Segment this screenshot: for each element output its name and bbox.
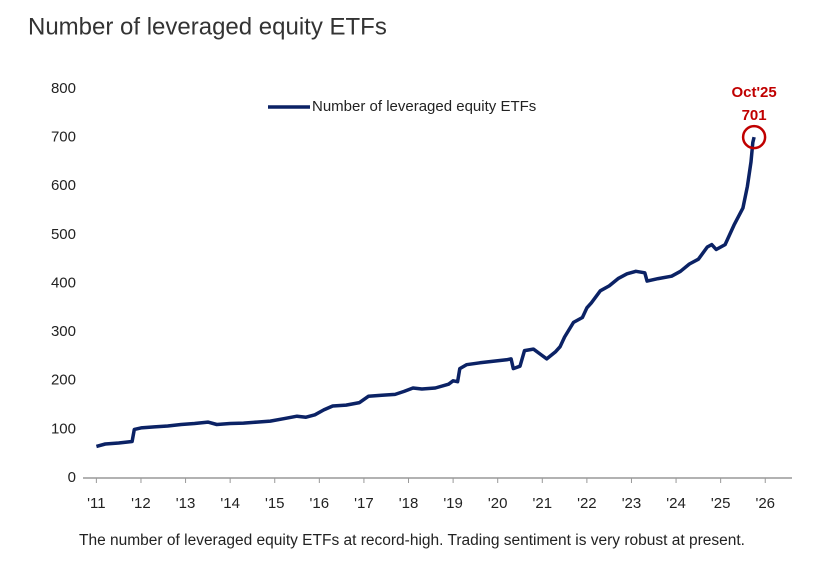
legend-label: Number of leveraged equity ETFs: [312, 98, 536, 115]
y-tick-label: 200: [51, 372, 76, 389]
x-tick-label: '21: [533, 495, 553, 512]
series-line: [95, 136, 756, 449]
caption: The number of leveraged equity ETFs at r…: [79, 532, 745, 549]
x-tick-label: '14: [220, 495, 240, 512]
x-tick-label: '22: [577, 495, 597, 512]
x-tick-label: '16: [310, 495, 330, 512]
x-tick-label: '23: [622, 495, 642, 512]
x-tick-label: '26: [755, 495, 775, 512]
x-tick-label: '13: [176, 495, 196, 512]
chart-title: Number of leveraged equity ETFs: [28, 13, 387, 40]
y-tick-label: 700: [51, 129, 76, 146]
x-tick-label: '18: [399, 495, 419, 512]
y-tick-label: 600: [51, 177, 76, 194]
x-tick-label: '19: [443, 495, 463, 512]
annotation-value: 701: [742, 107, 767, 124]
y-tick-label: 0: [68, 469, 76, 486]
annotation-date: Oct'25: [731, 84, 776, 101]
annotation-circle: [741, 124, 767, 150]
y-tick-label: 800: [51, 80, 76, 97]
x-tick-label: '12: [131, 495, 151, 512]
x-tick-label: '20: [488, 495, 508, 512]
x-tick-label: '25: [711, 495, 731, 512]
x-tick-label: '15: [265, 495, 285, 512]
y-tick-label: 300: [51, 323, 76, 340]
x-tick-label: '11: [87, 495, 105, 512]
y-tick-label: 400: [51, 274, 76, 291]
x-tick-label: '17: [354, 495, 374, 512]
x-tick-label: '24: [666, 495, 686, 512]
y-tick-label: 500: [51, 226, 76, 243]
y-tick-label: 100: [51, 420, 76, 437]
